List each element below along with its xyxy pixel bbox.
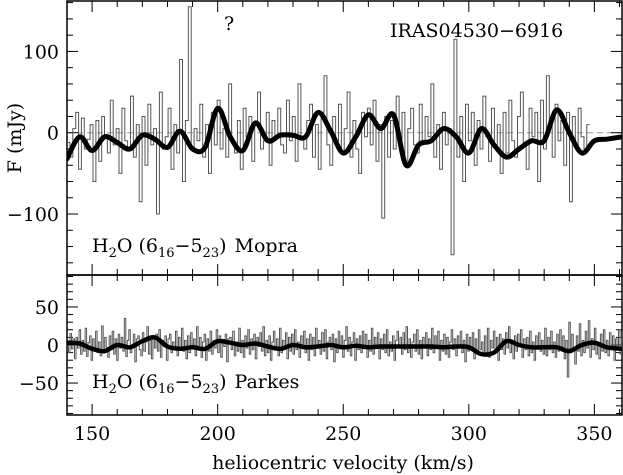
close-paren: ) xyxy=(219,371,226,393)
x-tick-label: 250 xyxy=(325,423,361,445)
bottom-panel-ticks: 150 200 250 300 350 −50 0 50 xyxy=(19,275,622,445)
bottom-panel: 150 200 250 300 350 −50 0 50 H2O (616−523) Parke… xyxy=(19,274,623,445)
x-tick-label: 350 xyxy=(576,423,612,445)
species-rest: O (6 xyxy=(117,235,158,257)
telescope-name: Mopra xyxy=(235,235,298,257)
question-mark-annotation: ? xyxy=(224,13,234,35)
bottom-smoothed-series xyxy=(67,334,622,357)
x-axis-label: heliocentric velocity (km/s) xyxy=(212,452,474,474)
species-sub: 2 xyxy=(109,382,117,397)
top-panel-plot-area xyxy=(67,6,622,256)
source-name-label: IRAS04530−6916 xyxy=(390,20,563,42)
species-sub: 2 xyxy=(109,246,117,261)
telescope-name: Parkes xyxy=(235,371,300,393)
dash: −5 xyxy=(175,371,203,393)
bottom-panel-plot-area xyxy=(67,317,622,378)
species-main: H xyxy=(92,235,109,257)
bottom-y-tick-label: −50 xyxy=(19,373,59,395)
top-y-tick-label: −100 xyxy=(7,204,59,226)
j2-sub: 23 xyxy=(203,246,220,261)
species-rest: O (6 xyxy=(117,371,158,393)
bottom-y-tick-label: 0 xyxy=(47,335,59,357)
top-panel-ticks: −100 0 100 xyxy=(7,1,622,275)
x-tick-label: 150 xyxy=(74,423,110,445)
top-smoothed-series xyxy=(67,105,622,169)
close-paren: ) xyxy=(219,235,226,257)
dash: −5 xyxy=(175,235,203,257)
bottom-y-tick-label: 50 xyxy=(35,297,59,319)
j1-sub: 16 xyxy=(158,382,175,397)
j1-sub: 16 xyxy=(158,246,175,261)
top-histogram-series xyxy=(67,6,590,256)
x-tick-label: 300 xyxy=(451,423,487,445)
x-tick-label: 200 xyxy=(200,423,236,445)
top-panel: −100 0 100 IRAS04530−6916 ? H2O (616−523) M… xyxy=(7,0,623,276)
j2-sub: 23 xyxy=(203,382,220,397)
top-y-tick-label: 0 xyxy=(47,123,59,145)
top-line-label: H2O (616−523) Mopra xyxy=(92,235,298,261)
species-main: H xyxy=(92,371,109,393)
bottom-line-label: H2O (616−523) Parkes xyxy=(92,371,299,397)
top-y-tick-label: 100 xyxy=(23,41,59,63)
y-axis-label: F (mJy) xyxy=(4,103,26,173)
